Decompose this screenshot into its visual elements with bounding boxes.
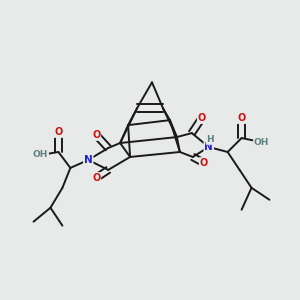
Text: OH: OH [33,151,48,160]
Text: O: O [92,173,100,183]
Text: O: O [237,113,246,123]
Text: H: H [206,135,214,144]
Text: OH: OH [254,137,269,146]
Text: O: O [54,127,63,137]
Text: O: O [198,113,206,123]
Text: N: N [84,155,93,165]
Text: N: N [204,142,213,152]
Text: O: O [200,158,208,168]
Text: O: O [92,130,100,140]
